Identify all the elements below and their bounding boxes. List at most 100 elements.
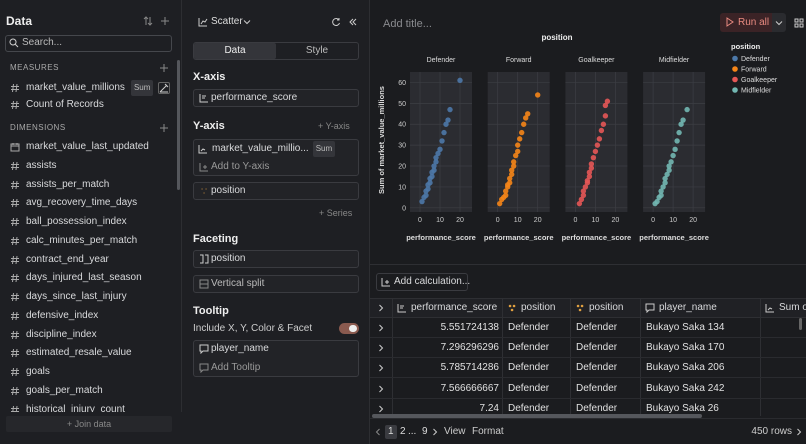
x-axis-label: performance_score [406,233,476,242]
dimension-item[interactable]: days_injured_last_season [10,271,142,285]
dimension-item[interactable]: goals_per_match [10,384,103,398]
scatter-point [431,167,437,173]
column-header[interactable]: position [507,301,555,315]
header-expand [379,304,384,312]
y-tick-label: 0 [402,205,406,212]
scatter-point [594,142,601,148]
dimension-item[interactable]: contract_end_year [10,253,109,267]
chart-title: position [541,33,572,42]
scatter-point [431,163,437,169]
format-button[interactable]: Format [472,426,504,437]
scatter-point [507,175,513,182]
add-to-y-axis[interactable]: Add to Y-axis [211,161,270,172]
add-y-axis[interactable]: + Y-axis [318,121,350,131]
dimension-item[interactable]: discipline_index [10,328,97,342]
x-tick-label: 0 [573,217,577,224]
page-link[interactable]: ... [408,426,417,437]
x-tick-label: 10 [592,217,600,224]
color-field[interactable] [193,182,359,200]
y-field-name: market_value_millio... [212,143,309,154]
x-field[interactable] [193,89,359,107]
measure-item[interactable]: market_value_millions Sum [10,80,154,96]
dimension-item[interactable]: avg_recovery_time_days [10,196,137,210]
split-field[interactable] [193,275,359,293]
dimension-item[interactable]: estimated_resale_value [10,346,132,360]
view-button[interactable]: View [444,426,466,437]
next-page [433,428,438,436]
scatter-point [429,173,435,180]
add-calculation: Add calculation... [394,276,471,287]
hash-icon [11,255,19,264]
column-header[interactable]: player_name [645,301,717,315]
page-link[interactable]: 9 [422,426,428,437]
scatter-point [507,180,513,186]
column-header[interactable]: performance_score [397,301,497,315]
column-name: position [589,302,624,313]
color-field-name: position [211,185,246,196]
y-tick-label: 40 [398,122,406,129]
search-box[interactable] [5,35,172,52]
scatter-point [676,129,682,136]
scatter-point [604,98,611,104]
scatter-point [427,175,433,182]
join-data-button[interactable]: + Join data [6,416,172,432]
run-menu[interactable] [772,13,786,32]
add-tooltip[interactable]: Add Tooltip [211,362,261,373]
collapse-icon [349,18,357,26]
scatter-point [517,136,523,142]
table-cell: Defender [576,382,618,394]
dimension-item[interactable]: assists [10,159,57,173]
dimension-item[interactable]: historical_injury_count [10,403,125,417]
column-header[interactable]: position [575,301,623,315]
page-link[interactable]: 2 [400,426,406,437]
measure-edit-icon [158,82,170,94]
table-cell: Bukayo Saka 206 [646,362,725,374]
dimension-item[interactable]: goals [10,365,50,379]
hash-icon [11,199,19,208]
prev-page [375,428,380,436]
table-cell: Bukayo Saka 26 [646,402,719,414]
layout-icon [794,18,804,28]
run-button[interactable] [720,13,772,32]
scatter-point [425,182,431,188]
scatter-point [515,148,521,155]
dimension-item[interactable]: assists_per_match [10,178,109,192]
y-tick-label: 60 [398,80,406,87]
y-field-icon [198,145,207,154]
title-input[interactable]: Add title... [383,18,432,30]
scatter-point [445,117,451,123]
column-name: performance_score [411,302,498,313]
scatter-point [499,196,505,203]
add-calculation-button[interactable] [376,273,468,291]
dimension-item[interactable]: market_value_last_updated [10,140,149,154]
tab[interactable]: Style [305,45,329,56]
chart-type-select[interactable]: Scatter [211,16,243,27]
y-tick-label: 30 [398,143,406,150]
search-input[interactable]: Search... [22,37,63,48]
legend-swatch [732,76,738,83]
measure-item[interactable]: Count of Records [10,98,104,112]
tooltip-group[interactable] [193,340,359,377]
facet-field[interactable] [193,250,359,268]
dimension-item[interactable]: ball_possession_index [10,215,127,229]
column-header[interactable]: Sum o [765,301,806,315]
facet-title: Midfielder [659,57,690,64]
x-tick-label: 0 [418,217,422,224]
dimension-item[interactable]: calc_minutes_per_match [10,234,137,248]
y-field[interactable]: market_value_millio... Sum [198,141,336,157]
dimension-name: assists_per_match [26,178,110,190]
table-row [370,379,806,399]
sidebar-scrollbar [177,60,180,190]
hash-icon [11,161,19,170]
table-cell: 7.566666667 [440,382,499,394]
scatter-point [501,194,507,201]
column-icon [765,304,774,313]
add-series[interactable]: + Series [319,208,353,218]
scatter-point [602,102,609,109]
tab[interactable]: Data [224,45,246,56]
toggle-knob [349,325,357,332]
dimension-item[interactable]: days_since_last_injury [10,290,127,304]
scatter-point [505,184,511,190]
dimension-item[interactable]: defensive_index [10,309,98,323]
page-link[interactable]: 1 [385,425,397,439]
